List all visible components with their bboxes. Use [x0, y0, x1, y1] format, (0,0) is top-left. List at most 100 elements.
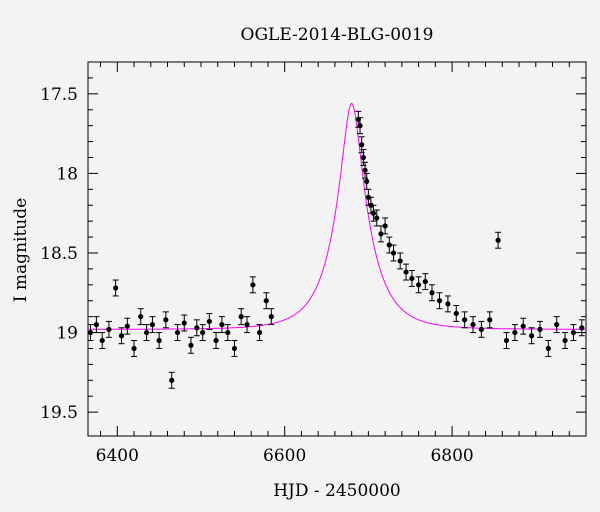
data-point — [193, 319, 200, 337]
data-point — [495, 231, 502, 249]
data-point — [87, 324, 94, 342]
data-point — [93, 316, 100, 334]
data-point — [174, 324, 181, 342]
data-marker — [453, 310, 459, 317]
data-marker — [378, 231, 384, 237]
data-marker — [188, 342, 194, 348]
y-tick-label: 19.5 — [40, 403, 78, 423]
data-point — [578, 319, 585, 337]
data-point — [370, 204, 377, 222]
data-point — [444, 295, 451, 313]
data-marker — [562, 337, 568, 344]
data-point — [238, 308, 245, 326]
data-marker — [194, 325, 200, 331]
data-point — [470, 316, 477, 334]
data-marker — [429, 290, 435, 296]
data-marker — [238, 314, 244, 320]
data-point — [436, 292, 443, 310]
y-tick-label: 19 — [56, 324, 78, 344]
plot-frame — [87, 61, 587, 437]
data-point — [545, 340, 552, 357]
data-marker — [138, 314, 144, 320]
data-marker — [416, 282, 422, 288]
data-marker — [213, 337, 219, 344]
data-point — [553, 316, 560, 334]
data-marker — [163, 317, 169, 323]
data-point — [181, 314, 188, 332]
data-point — [397, 252, 404, 270]
data-point — [503, 332, 510, 349]
data-point — [362, 161, 369, 179]
data-marker — [512, 329, 518, 336]
data-marker — [113, 285, 119, 291]
data-marker — [225, 329, 231, 336]
data-marker — [537, 326, 543, 332]
y-tick-label: 18 — [56, 164, 78, 184]
data-marker — [99, 337, 105, 344]
data-point — [105, 320, 112, 338]
data-point — [249, 276, 256, 294]
data-point — [137, 308, 144, 326]
data-point — [156, 332, 163, 349]
data-marker — [462, 317, 468, 323]
data-point — [206, 312, 213, 330]
data-marker — [362, 167, 368, 173]
data-marker — [360, 154, 366, 161]
data-marker — [181, 320, 187, 326]
data-marker — [124, 323, 130, 329]
data-marker — [250, 282, 256, 288]
data-point — [461, 311, 468, 329]
data-point — [112, 279, 119, 297]
data-marker — [174, 329, 181, 336]
data-point — [428, 284, 435, 302]
data-marker — [200, 329, 206, 336]
data-points-layer — [87, 110, 585, 389]
data-point — [224, 324, 231, 342]
data-marker — [149, 321, 156, 328]
data-point — [149, 316, 156, 334]
data-marker — [359, 142, 365, 148]
data-point — [263, 292, 270, 310]
data-marker — [231, 345, 238, 352]
data-marker — [143, 329, 150, 336]
data-point — [244, 316, 251, 334]
data-point — [143, 324, 150, 342]
data-point — [486, 311, 493, 329]
data-marker — [244, 321, 250, 328]
data-marker — [409, 275, 415, 282]
data-point — [403, 263, 410, 281]
data-marker — [478, 326, 484, 332]
x-axis-label: HJD - 2450000 — [273, 481, 401, 501]
data-marker — [256, 329, 263, 336]
data-point — [478, 320, 485, 338]
data-point — [213, 332, 220, 349]
data-marker — [554, 321, 560, 328]
data-point — [199, 324, 206, 342]
data-point — [124, 317, 131, 335]
data-point — [511, 324, 518, 342]
x-tick-label: 6600 — [263, 446, 306, 466]
data-point — [570, 324, 577, 342]
data-point — [168, 371, 175, 389]
data-point — [162, 311, 169, 329]
data-marker — [545, 345, 551, 352]
x-tick-label: 6800 — [430, 446, 473, 466]
data-point — [386, 236, 393, 254]
model-curve — [88, 102, 586, 330]
data-marker — [357, 123, 363, 129]
data-point — [562, 332, 569, 349]
model-curve-layer — [88, 102, 586, 330]
data-marker — [470, 321, 476, 328]
data-marker — [268, 314, 274, 320]
data-marker — [118, 333, 125, 339]
chart-title: OGLE-2014-BLG-0019 — [241, 25, 434, 45]
data-marker — [106, 326, 112, 332]
data-point — [390, 244, 397, 262]
data-marker — [370, 210, 377, 216]
data-marker — [422, 279, 428, 285]
data-marker — [579, 325, 585, 331]
data-marker — [390, 250, 397, 256]
data-point — [218, 316, 225, 334]
data-point — [415, 276, 422, 294]
